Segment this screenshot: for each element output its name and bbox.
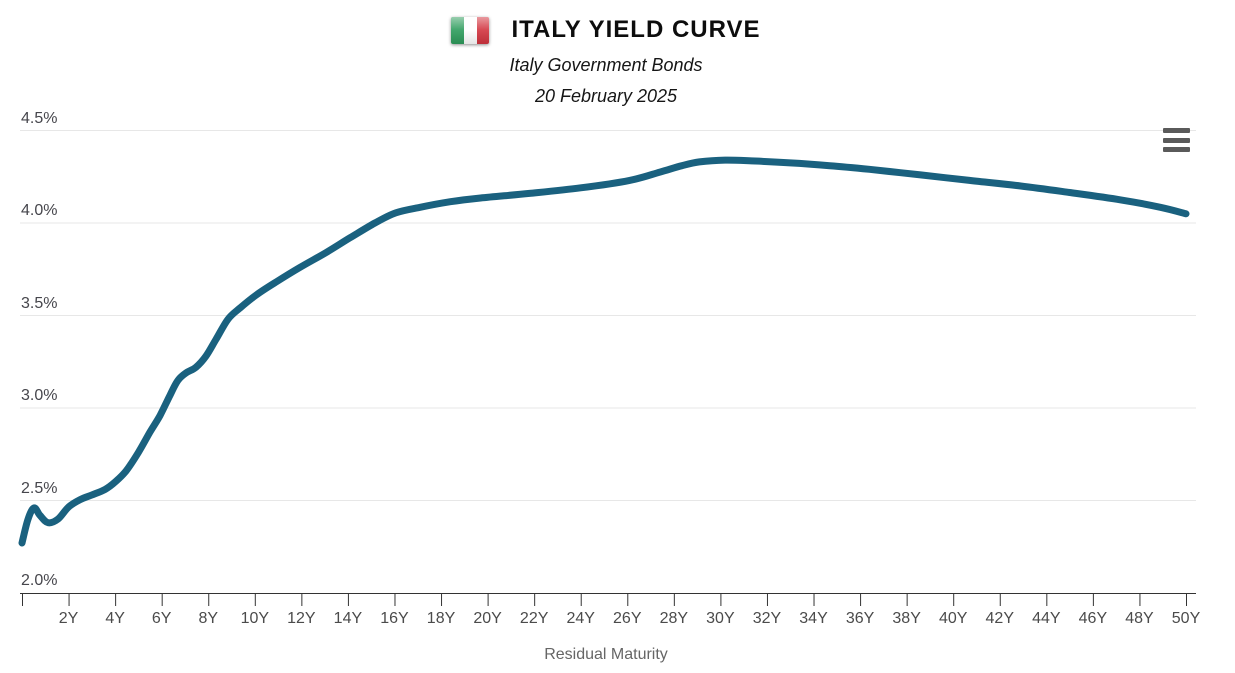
- y-axis-label: 3.0%: [21, 387, 58, 404]
- x-axis-label: 34Y: [799, 610, 828, 627]
- x-axis-label: 46Y: [1078, 610, 1108, 627]
- title-row: ITALY YIELD CURVE: [0, 0, 1212, 44]
- x-axis-label: 26Y: [613, 610, 642, 627]
- x-axis-label: 48Y: [1125, 610, 1154, 627]
- x-axis-title: Residual Maturity: [544, 646, 668, 663]
- x-axis-label: 24Y: [566, 610, 595, 627]
- x-axis-label: 44Y: [1032, 610, 1061, 627]
- x-axis-label: 32Y: [752, 610, 782, 627]
- yield-curve-line[interactable]: [18, 156, 1190, 547]
- chart-subtitle: Italy Government Bonds: [509, 55, 703, 75]
- x-axis-label: 10Y: [240, 610, 270, 627]
- italy-flag-icon: [451, 16, 490, 44]
- x-axis-label: 28Y: [659, 610, 689, 627]
- x-axis-label: 18Y: [426, 610, 456, 627]
- x-axis-label: 38Y: [892, 610, 921, 627]
- chart-header: ITALY YIELD CURVE Italy Government Bonds…: [0, 0, 1212, 107]
- x-axis-label: 12Y: [287, 610, 316, 627]
- x-axis-label: 8Y: [198, 610, 219, 627]
- x-axis-label: 4Y: [105, 610, 125, 627]
- y-axis-label: 3.5%: [21, 294, 58, 312]
- y-axis-label: 4.5%: [21, 109, 58, 127]
- x-axis-label: 30Y: [706, 610, 735, 627]
- y-axis-label: 4.0%: [21, 202, 58, 219]
- x-axis-label: 50Y: [1171, 610, 1201, 627]
- x-axis-label: 20Y: [473, 610, 502, 627]
- chart-date: 20 February 2025: [534, 86, 678, 106]
- x-axis-label: 42Y: [985, 610, 1014, 627]
- x-axis-label: 2Y: [58, 610, 79, 627]
- y-axis-label: 2.0%: [21, 572, 58, 589]
- x-axis-label: 36Y: [845, 610, 875, 627]
- x-axis-label: 40Y: [938, 610, 968, 627]
- page-title: ITALY YIELD CURVE: [511, 16, 761, 43]
- chart-context-menu-button[interactable]: [1159, 124, 1194, 156]
- x-axis-label: 16Y: [380, 610, 409, 627]
- x-axis-label: 14Y: [333, 610, 363, 627]
- x-axis-label: 22Y: [519, 610, 549, 627]
- x-axis-label: 6Y: [151, 610, 172, 627]
- y-axis-label: 2.5%: [21, 479, 58, 497]
